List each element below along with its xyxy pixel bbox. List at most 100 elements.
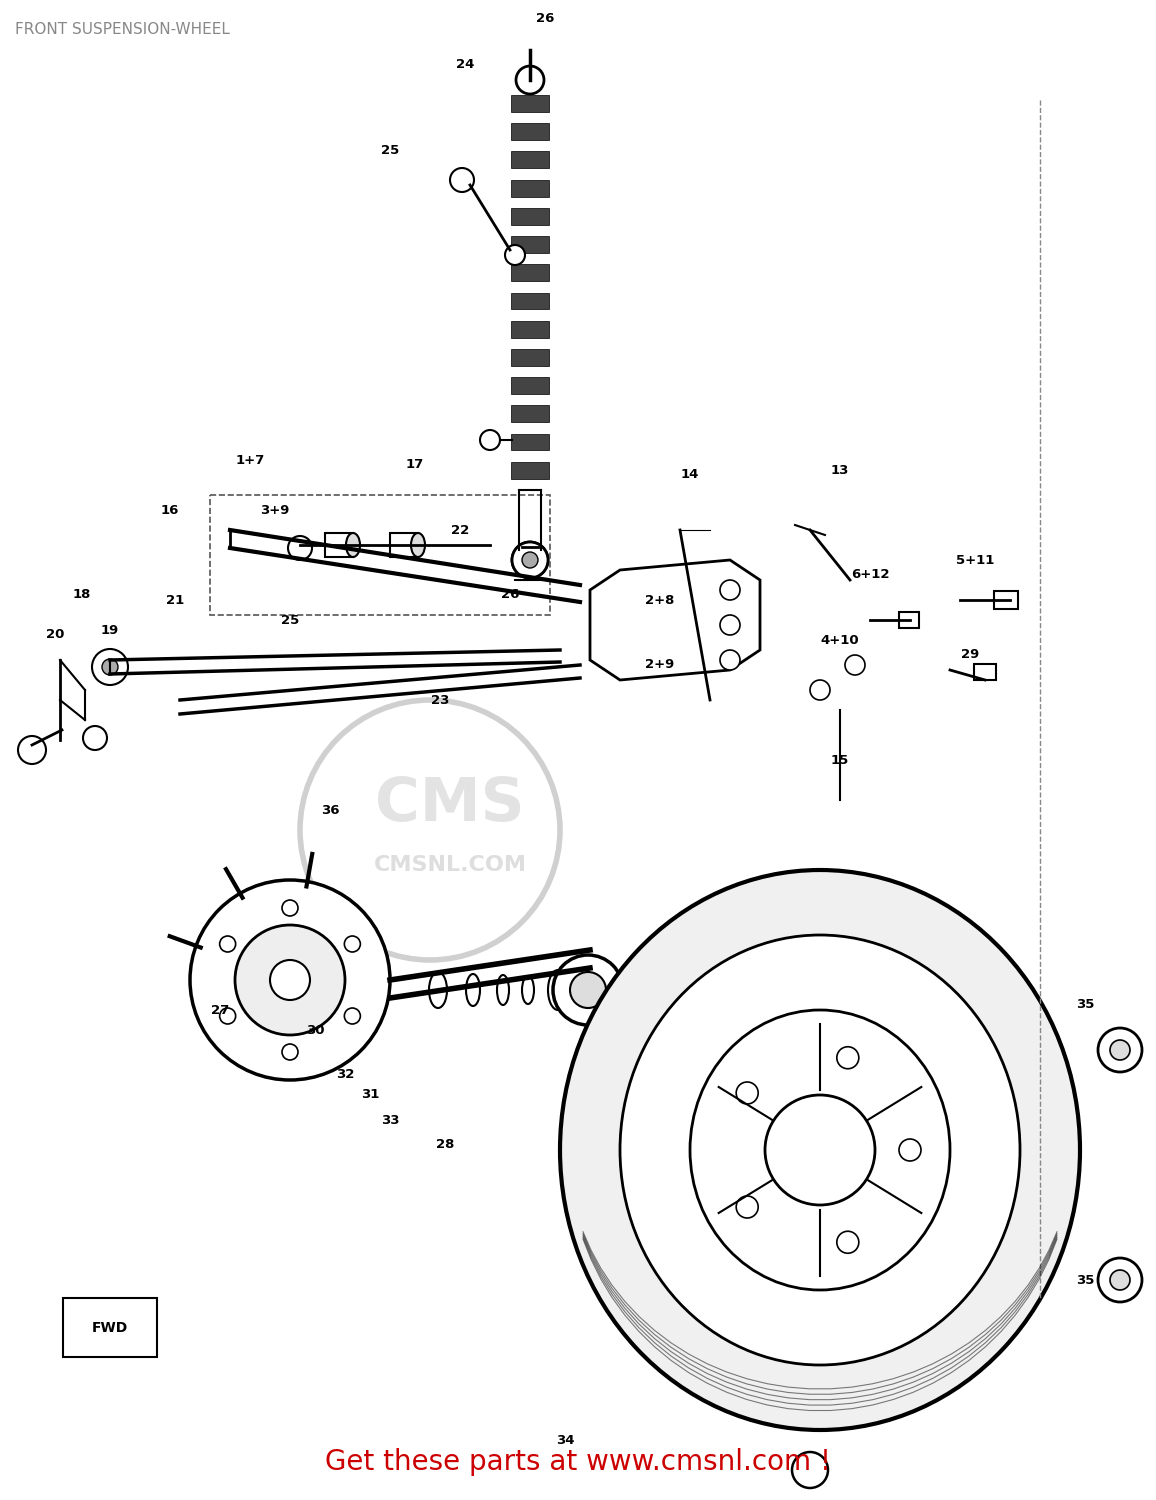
Text: 18: 18 [73, 588, 91, 602]
Circle shape [344, 1008, 361, 1025]
Circle shape [553, 956, 623, 1024]
Ellipse shape [466, 974, 480, 1006]
Circle shape [83, 726, 108, 750]
Ellipse shape [690, 1010, 950, 1290]
Text: 29: 29 [961, 648, 979, 662]
Circle shape [288, 536, 312, 560]
Circle shape [344, 936, 361, 952]
Circle shape [1110, 1040, 1131, 1060]
Text: 35: 35 [1076, 1274, 1095, 1287]
Circle shape [570, 972, 606, 1008]
Text: 4+10: 4+10 [821, 633, 859, 646]
Bar [511, 209, 549, 225]
Circle shape [765, 1095, 875, 1204]
Circle shape [736, 1196, 758, 1218]
Circle shape [512, 542, 548, 578]
Text: 22: 22 [451, 524, 469, 537]
Text: 26: 26 [501, 588, 519, 602]
Circle shape [102, 658, 118, 675]
Bar [511, 264, 549, 280]
Circle shape [720, 615, 740, 634]
Circle shape [810, 680, 830, 700]
Bar [511, 405, 549, 423]
Text: 1+7: 1+7 [236, 453, 265, 466]
Bar [210, 495, 550, 615]
Circle shape [450, 168, 474, 192]
Circle shape [220, 1008, 236, 1025]
Text: 35: 35 [1076, 999, 1095, 1011]
Text: 25: 25 [380, 144, 399, 156]
Ellipse shape [497, 975, 509, 1005]
Circle shape [235, 926, 344, 1035]
Bar [511, 433, 549, 450]
Bar [511, 321, 549, 338]
FancyBboxPatch shape [899, 612, 919, 628]
Text: 17: 17 [406, 459, 424, 471]
Bar [325, 532, 353, 556]
Text: CMSNL.COM: CMSNL.COM [373, 855, 526, 874]
Circle shape [736, 1082, 758, 1104]
Text: 3+9: 3+9 [260, 504, 290, 516]
Circle shape [282, 900, 298, 916]
Text: 24: 24 [455, 58, 474, 72]
Text: FRONT SUSPENSION-WHEEL: FRONT SUSPENSION-WHEEL [15, 22, 230, 38]
Text: 28: 28 [436, 1138, 454, 1152]
Circle shape [480, 430, 501, 450]
Bar [511, 236, 549, 254]
Circle shape [282, 1044, 298, 1060]
Circle shape [516, 66, 544, 94]
Ellipse shape [346, 532, 360, 556]
Circle shape [92, 650, 128, 686]
Text: FWD: FWD [91, 1320, 128, 1335]
Text: 15: 15 [831, 753, 850, 766]
Circle shape [837, 1232, 859, 1254]
Ellipse shape [560, 870, 1080, 1430]
Text: 2+8: 2+8 [645, 594, 675, 606]
Bar [511, 292, 549, 309]
Circle shape [220, 936, 236, 952]
Circle shape [720, 650, 740, 670]
Ellipse shape [429, 972, 447, 1008]
Text: Get these parts at www.cmsnl.com !: Get these parts at www.cmsnl.com ! [325, 1448, 831, 1476]
Bar [511, 152, 549, 168]
FancyBboxPatch shape [975, 664, 996, 680]
Text: 32: 32 [335, 1068, 354, 1082]
Circle shape [845, 656, 865, 675]
Text: 23: 23 [431, 693, 450, 706]
FancyBboxPatch shape [994, 591, 1018, 609]
Text: 6+12: 6+12 [851, 568, 889, 582]
Text: 21: 21 [165, 594, 184, 606]
Text: 30: 30 [305, 1023, 324, 1036]
Text: 14: 14 [681, 468, 699, 482]
Ellipse shape [412, 532, 425, 556]
Bar [511, 94, 549, 112]
Circle shape [18, 736, 46, 764]
Bar [511, 180, 549, 196]
Text: 27: 27 [210, 1004, 229, 1017]
Text: 19: 19 [101, 624, 119, 636]
Text: 31: 31 [361, 1089, 379, 1101]
Circle shape [899, 1138, 921, 1161]
Circle shape [523, 552, 538, 568]
Text: 33: 33 [380, 1113, 399, 1126]
Circle shape [512, 542, 548, 578]
Circle shape [720, 580, 740, 600]
Text: 20: 20 [46, 628, 65, 642]
Text: CMS: CMS [376, 776, 525, 834]
Text: 34: 34 [556, 1434, 575, 1446]
Circle shape [792, 1452, 828, 1488]
Circle shape [505, 244, 525, 266]
Bar [511, 350, 549, 366]
Circle shape [837, 1047, 859, 1068]
Ellipse shape [523, 976, 534, 1004]
Circle shape [1110, 1270, 1131, 1290]
Bar [390, 532, 418, 556]
Circle shape [1098, 1258, 1142, 1302]
Text: 26: 26 [536, 12, 554, 24]
Ellipse shape [548, 970, 568, 1010]
Text: 2+9: 2+9 [645, 658, 675, 672]
Bar [511, 462, 549, 478]
Text: 13: 13 [831, 464, 850, 477]
Text: 5+11: 5+11 [956, 554, 994, 567]
Text: 36: 36 [320, 804, 339, 816]
